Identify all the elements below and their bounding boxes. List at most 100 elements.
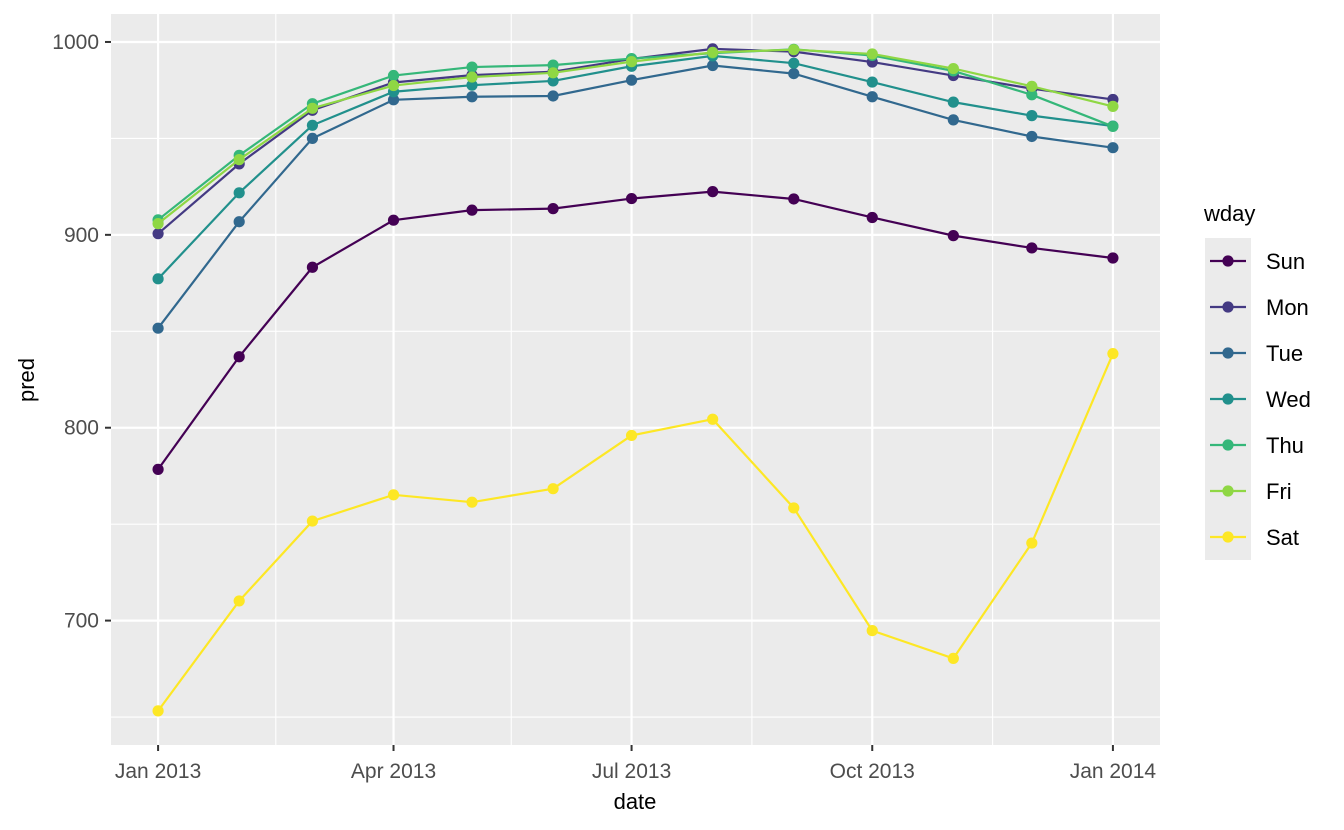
data-point-thu — [466, 61, 478, 73]
data-point-tue — [1026, 130, 1038, 143]
data-point-tue — [306, 132, 319, 145]
data-point-sat — [625, 429, 638, 442]
data-point-sat — [1026, 537, 1038, 549]
x-axis-title: date — [614, 789, 657, 814]
x-tick-label: Jan 2014 — [1070, 760, 1157, 783]
data-point-fri — [625, 56, 638, 68]
data-point-sun — [707, 186, 719, 198]
data-point-wed — [1026, 110, 1038, 122]
legend-label-thu: Thu — [1266, 433, 1304, 458]
data-point-tue — [625, 74, 638, 86]
data-point-sat — [1107, 348, 1119, 360]
y-tick-label: 1000 — [52, 31, 99, 54]
data-point-wed — [947, 96, 959, 108]
y-tick-label: 700 — [64, 610, 99, 633]
data-point-sun — [152, 463, 164, 475]
data-point-wed — [152, 273, 164, 285]
legend-key-point — [1222, 255, 1234, 267]
data-point-sun — [387, 214, 400, 226]
series-layer — [152, 43, 1119, 717]
data-point-wed — [233, 187, 245, 199]
legend-label-wed: Wed — [1266, 387, 1311, 412]
data-point-tue — [466, 91, 478, 103]
legend-label-sat: Sat — [1266, 525, 1299, 550]
data-point-mon — [152, 228, 164, 240]
data-point-fri — [1026, 80, 1038, 92]
data-point-sat — [547, 483, 559, 495]
legend-item-sun: Sun — [1210, 249, 1305, 274]
data-point-fri — [547, 67, 559, 79]
data-point-wed — [788, 57, 800, 69]
legend-label-sun: Sun — [1266, 249, 1305, 274]
data-point-wed — [466, 79, 478, 91]
legend-key-point — [1222, 393, 1234, 405]
axes: 700 800 900 1000 Jan 2013 Apr 2013 Jul 2013 Oct… — [52, 31, 1156, 783]
legend-key-point — [1222, 301, 1234, 313]
data-point-sun — [1107, 252, 1119, 264]
data-point-thu — [387, 69, 400, 82]
x-tick-label: Jul 2013 — [592, 760, 671, 783]
data-point-fri — [1107, 100, 1119, 112]
data-point-sat — [947, 652, 959, 664]
data-point-thu — [1026, 89, 1038, 101]
data-point-tue — [866, 91, 878, 103]
data-point-fri — [788, 44, 800, 56]
plot-panel — [111, 14, 1160, 745]
data-point-fri — [233, 154, 245, 166]
data-point-sun — [1026, 242, 1038, 254]
data-point-fri — [387, 79, 400, 92]
data-point-sun — [866, 211, 878, 224]
data-point-tue — [547, 90, 559, 102]
legend-item-mon: Mon — [1210, 295, 1309, 320]
data-point-fri — [866, 48, 878, 60]
data-point-sat — [788, 502, 800, 514]
y-axis-title: pred — [14, 358, 39, 402]
data-point-thu — [547, 59, 559, 71]
legend-key-point — [1222, 439, 1234, 451]
y-tick-label: 900 — [64, 224, 99, 247]
series-fri — [152, 44, 1119, 230]
x-tick-label: Jan 2013 — [115, 760, 201, 783]
data-point-sun — [788, 193, 800, 205]
y-tick-label: 800 — [64, 417, 99, 440]
data-point-wed — [306, 119, 319, 131]
legend-label-mon: Mon — [1266, 295, 1309, 320]
data-point-wed — [866, 76, 878, 88]
data-point-tue — [1107, 142, 1119, 154]
legend: wday Sun Mon Tue Wed Thu Fri Sat — [1203, 201, 1311, 560]
legend-label-tue: Tue — [1266, 341, 1303, 366]
data-point-fri — [306, 102, 319, 114]
data-point-tue — [947, 114, 959, 126]
x-tick-label: Oct 2013 — [830, 760, 915, 783]
data-point-sat — [866, 625, 878, 637]
data-point-wed — [547, 75, 559, 87]
data-point-sat — [233, 595, 245, 607]
data-point-fri — [947, 62, 959, 75]
data-point-fri — [152, 218, 164, 230]
data-point-sun — [625, 192, 638, 205]
series-sat — [152, 348, 1119, 717]
legend-item-wed: Wed — [1210, 387, 1311, 412]
data-point-sat — [466, 496, 478, 508]
data-point-sun — [306, 261, 319, 273]
data-point-sat — [707, 413, 719, 425]
series-sun — [152, 186, 1119, 475]
data-point-sat — [387, 489, 400, 501]
data-point-sun — [947, 230, 959, 242]
legend-key-point — [1222, 531, 1234, 543]
legend-item-fri: Fri — [1210, 479, 1292, 504]
data-point-sat — [306, 515, 319, 527]
data-point-sun — [466, 204, 478, 216]
series-tue — [152, 59, 1119, 334]
legend-item-tue: Tue — [1210, 341, 1303, 366]
legend-key-point — [1222, 347, 1234, 359]
legend-key-point — [1222, 485, 1234, 497]
x-tick-label: Apr 2013 — [351, 760, 436, 783]
legend-label-fri: Fri — [1266, 479, 1292, 504]
data-point-fri — [466, 71, 478, 83]
data-point-tue — [707, 59, 719, 72]
data-point-sun — [547, 203, 559, 215]
data-point-sun — [233, 351, 245, 363]
data-point-tue — [788, 67, 800, 80]
